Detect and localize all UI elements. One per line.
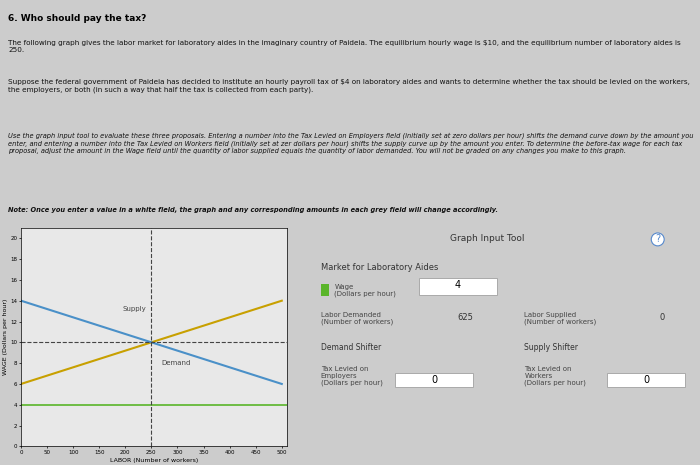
Text: Labor Supplied
(Number of workers): Labor Supplied (Number of workers) <box>524 312 596 326</box>
Text: Demand: Demand <box>162 360 191 366</box>
FancyBboxPatch shape <box>395 373 473 387</box>
Text: 625: 625 <box>458 313 474 322</box>
Text: 0: 0 <box>659 313 664 322</box>
Text: Note: Once you enter a value in a white field, the graph and any corresponding a: Note: Once you enter a value in a white … <box>8 207 498 213</box>
Y-axis label: WAGE (Dollars per hour): WAGE (Dollars per hour) <box>3 299 8 375</box>
Text: Demand Shifter: Demand Shifter <box>321 343 381 352</box>
Text: Labor Demanded
(Number of workers): Labor Demanded (Number of workers) <box>321 312 393 326</box>
Text: 0: 0 <box>643 375 649 385</box>
FancyBboxPatch shape <box>321 284 329 296</box>
Text: ?: ? <box>655 234 660 245</box>
FancyBboxPatch shape <box>419 278 497 294</box>
Text: Market for Laboratory Aides: Market for Laboratory Aides <box>321 263 438 272</box>
X-axis label: LABOR (Number of workers): LABOR (Number of workers) <box>110 458 198 463</box>
Text: Tax Levied on
Workers
(Dollars per hour): Tax Levied on Workers (Dollars per hour) <box>524 365 587 386</box>
Text: Wage
(Dollars per hour): Wage (Dollars per hour) <box>335 284 396 297</box>
Text: Graph Input Tool: Graph Input Tool <box>450 234 524 243</box>
Text: Tax Levied on
Employers
(Dollars per hour): Tax Levied on Employers (Dollars per hou… <box>321 365 382 386</box>
Text: 6. Who should pay the tax?: 6. Who should pay the tax? <box>8 14 147 23</box>
Text: Use the graph input tool to evaluate these three proposals. Entering a number in: Use the graph input tool to evaluate the… <box>8 133 694 154</box>
Text: Suppose the federal government of Paideia has decided to institute an hourly pay: Suppose the federal government of Paidei… <box>8 79 690 93</box>
FancyBboxPatch shape <box>607 373 685 387</box>
Text: Supply: Supply <box>122 306 146 312</box>
Text: The following graph gives the labor market for laboratory aides in the imaginary: The following graph gives the labor mark… <box>8 40 681 53</box>
Text: 4: 4 <box>455 280 461 290</box>
Text: Supply Shifter: Supply Shifter <box>524 343 578 352</box>
Text: 0: 0 <box>431 375 438 385</box>
